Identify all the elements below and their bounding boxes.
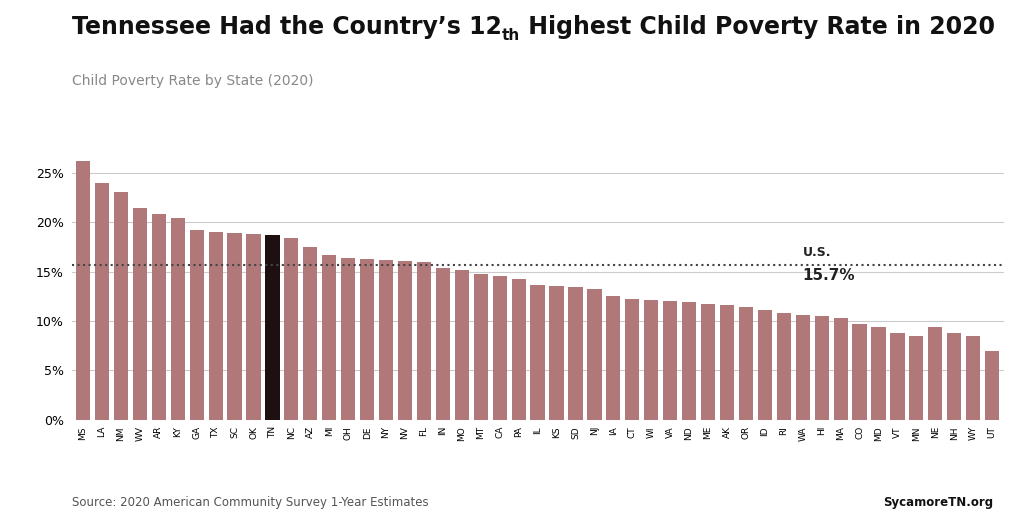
Text: U.S.: U.S. — [803, 246, 831, 259]
Bar — [796, 315, 810, 420]
Bar — [720, 305, 734, 420]
Bar — [341, 258, 355, 420]
Bar — [95, 183, 110, 420]
Bar — [909, 336, 924, 420]
Bar — [512, 279, 525, 420]
Bar — [265, 235, 280, 420]
Bar — [682, 302, 696, 420]
Text: Source: 2020 American Community Survey 1-Year Estimates: Source: 2020 American Community Survey 1… — [72, 497, 428, 509]
Bar — [209, 232, 223, 420]
Bar — [815, 316, 828, 420]
Text: Highest Child Poverty Rate in 2020: Highest Child Poverty Rate in 2020 — [520, 15, 994, 39]
Bar — [152, 215, 166, 420]
Bar — [777, 313, 791, 420]
Bar — [626, 300, 639, 420]
Bar — [966, 336, 980, 420]
Text: th: th — [502, 28, 520, 43]
Bar — [189, 230, 204, 420]
Bar — [323, 255, 336, 420]
Bar — [550, 286, 563, 420]
Bar — [530, 285, 545, 420]
Bar — [227, 233, 242, 420]
Bar — [985, 351, 999, 420]
Bar — [360, 259, 374, 420]
Text: Child Poverty Rate by State (2020): Child Poverty Rate by State (2020) — [72, 74, 313, 88]
Bar — [890, 333, 904, 420]
Bar — [588, 289, 601, 420]
Bar — [834, 318, 848, 420]
Bar — [871, 327, 886, 420]
Bar — [303, 247, 317, 420]
Bar — [247, 234, 260, 420]
Bar — [739, 307, 753, 420]
Bar — [285, 238, 298, 420]
Bar — [606, 296, 621, 420]
Text: Tennessee Had the Country’s 12: Tennessee Had the Country’s 12 — [72, 15, 502, 39]
Bar — [852, 324, 866, 420]
Bar — [436, 268, 450, 420]
Bar — [493, 275, 507, 420]
Bar — [758, 310, 772, 420]
Bar — [947, 333, 962, 420]
Bar — [664, 302, 677, 420]
Bar — [379, 260, 393, 420]
Text: 15.7%: 15.7% — [803, 268, 855, 283]
Bar — [928, 327, 942, 420]
Bar — [171, 219, 185, 420]
Bar — [417, 262, 431, 420]
Bar — [114, 192, 128, 420]
Bar — [398, 261, 412, 420]
Text: SycamoreTN.org: SycamoreTN.org — [883, 497, 993, 509]
Bar — [76, 161, 90, 420]
Bar — [701, 304, 715, 420]
Bar — [568, 287, 583, 420]
Bar — [455, 270, 469, 420]
Bar — [133, 207, 147, 420]
Bar — [644, 301, 658, 420]
Bar — [474, 274, 487, 420]
